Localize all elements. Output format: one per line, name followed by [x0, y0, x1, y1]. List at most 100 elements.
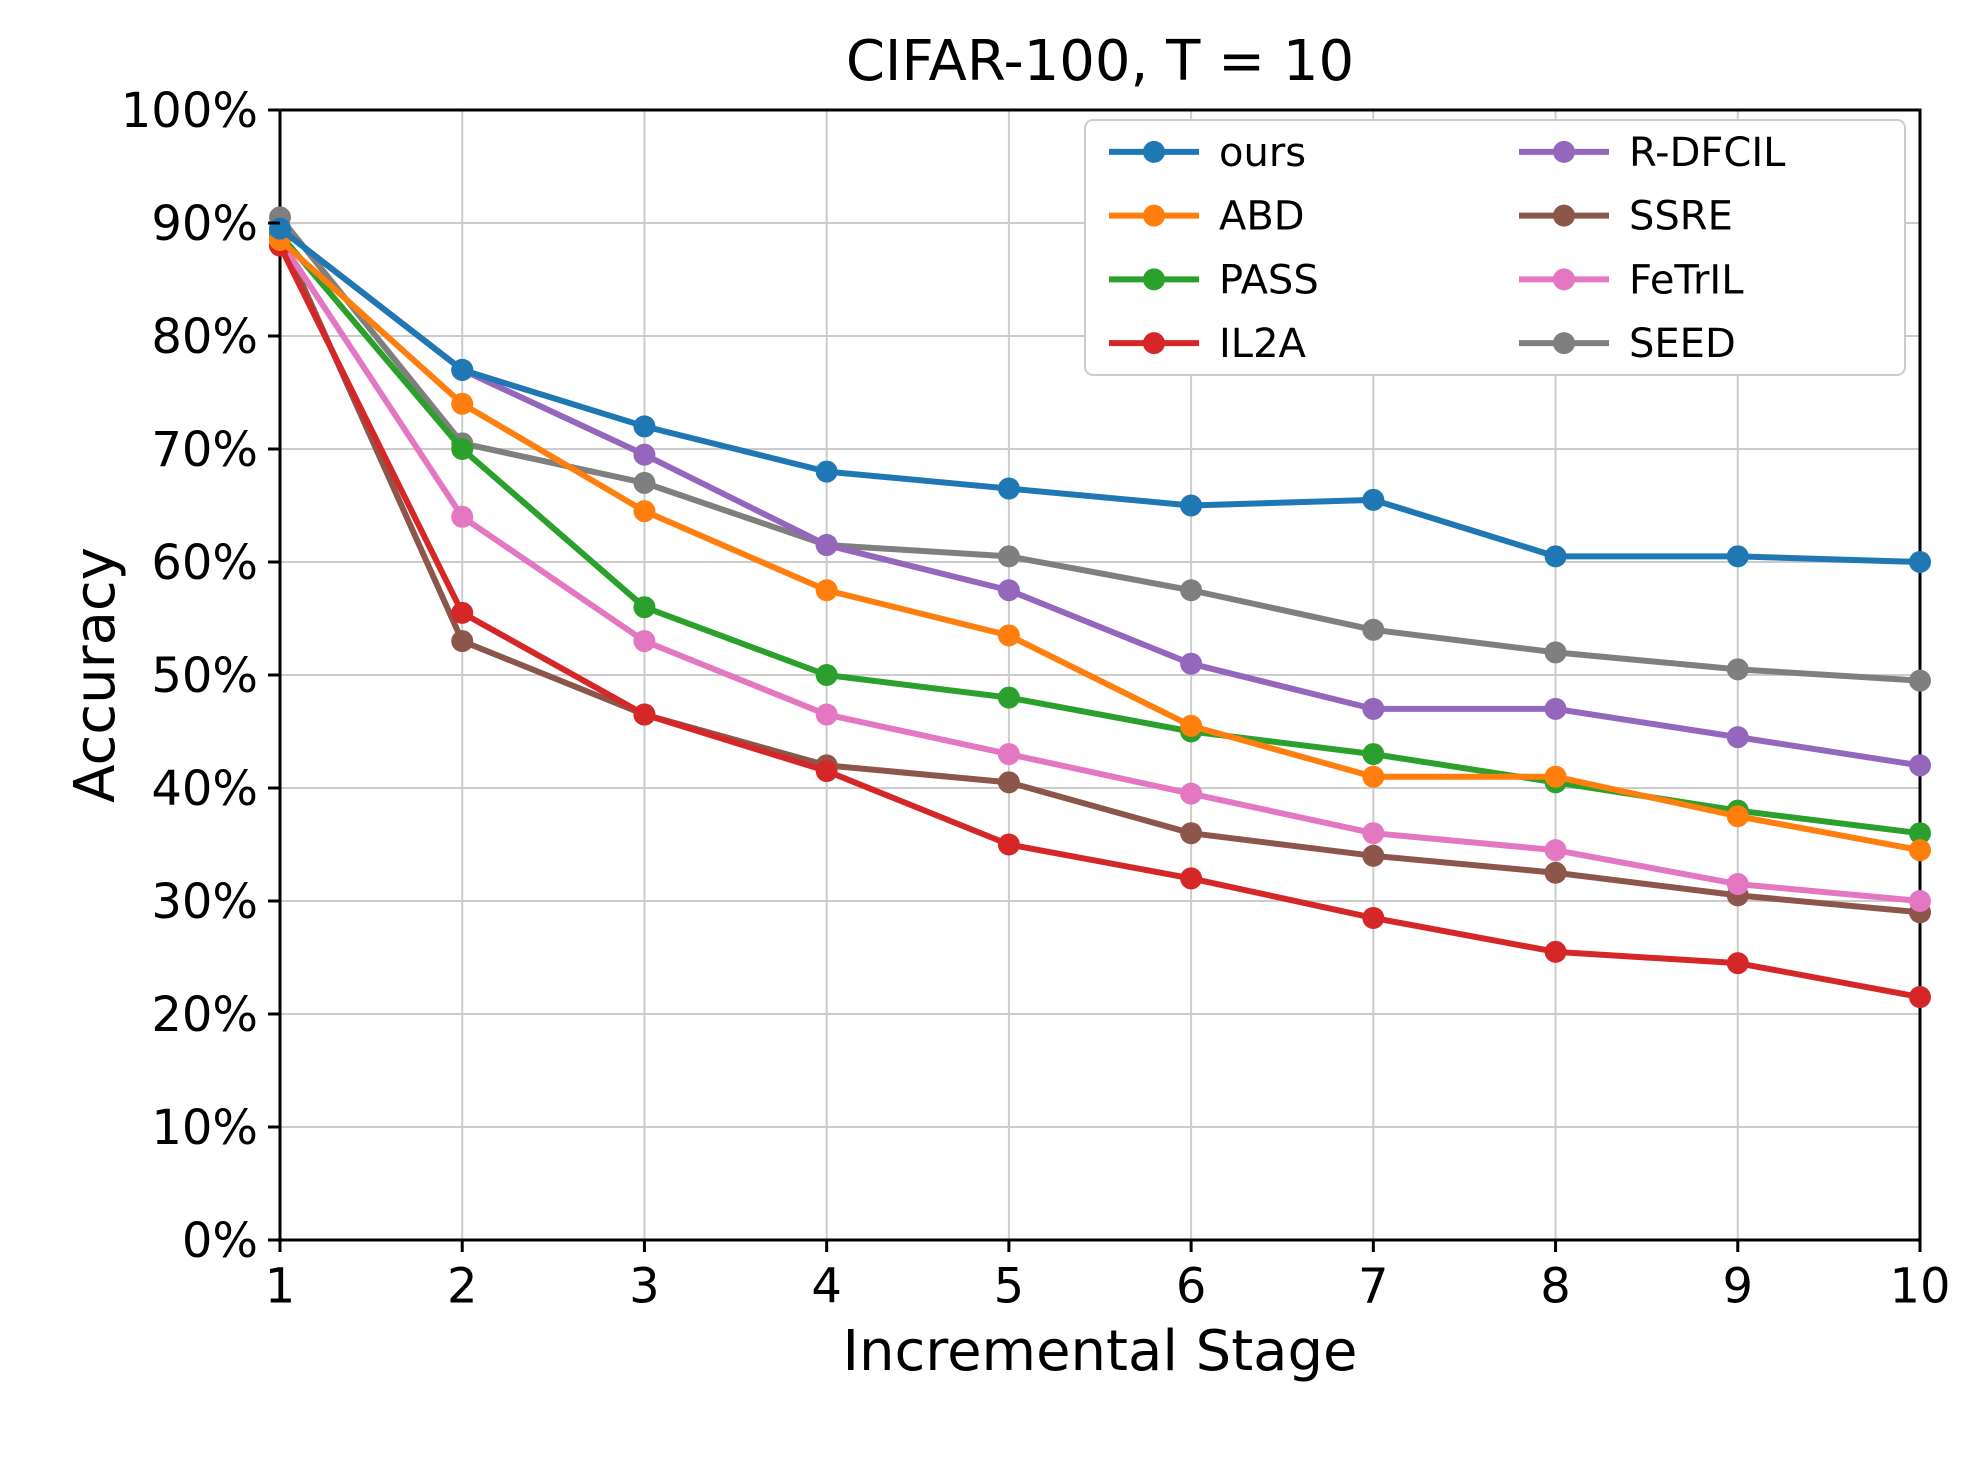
series-marker-FeTrIL — [816, 704, 838, 726]
series-marker-SEED — [1180, 579, 1202, 601]
xtick-label: 5 — [994, 1258, 1025, 1314]
series-marker-IL2A — [1545, 941, 1567, 963]
xtick-label: 8 — [1540, 1258, 1571, 1314]
series-marker-IL2A — [998, 834, 1020, 856]
legend-label: IL2A — [1219, 321, 1307, 367]
series-marker-FeTrIL — [1909, 890, 1931, 912]
series-marker-FeTrIL — [1545, 839, 1567, 861]
series-marker-SSRE — [998, 771, 1020, 793]
ytick-label: 40% — [151, 761, 258, 817]
legend-label: ABD — [1219, 194, 1305, 240]
ytick-label: 30% — [151, 874, 258, 930]
ytick-label: 90% — [151, 196, 258, 252]
series-marker-IL2A — [816, 760, 838, 782]
legend-swatch-marker — [1143, 332, 1165, 354]
ytick-label: 80% — [151, 309, 258, 365]
series-marker-ours — [1180, 495, 1202, 517]
series-marker-ours — [1362, 489, 1384, 511]
xtick-label: 9 — [1723, 1258, 1754, 1314]
series-marker-FeTrIL — [633, 630, 655, 652]
series-marker-ours — [816, 461, 838, 483]
series-marker-IL2A — [1909, 986, 1931, 1008]
legend-swatch-marker — [1143, 268, 1165, 290]
series-marker-R-DFCIL — [1909, 754, 1931, 776]
legend-label: PASS — [1219, 257, 1319, 303]
legend-label: FeTrIL — [1629, 257, 1744, 303]
ytick-label: 70% — [151, 422, 258, 478]
legend-label: SSRE — [1629, 194, 1733, 240]
ytick-label: 50% — [151, 648, 258, 704]
ytick-label: 60% — [151, 535, 258, 591]
line-chart: 1 2 3 4 5 6 7 8 9 10 0% 10% 20% 30% 40% 50% 60% 70% 80% 90%… — [0, 0, 1985, 1476]
chart-container: 1 2 3 4 5 6 7 8 9 10 0% 10% 20% 30% 40% 50% 60% 70% 80% 90%… — [0, 0, 1985, 1476]
series-marker-PASS — [1362, 743, 1384, 765]
xtick-label: 6 — [1176, 1258, 1207, 1314]
xtick-label: 2 — [447, 1258, 478, 1314]
series-marker-ours — [1727, 545, 1749, 567]
series-marker-SEED — [998, 545, 1020, 567]
series-marker-SEED — [1545, 641, 1567, 663]
series-marker-SEED — [1727, 658, 1749, 680]
legend-swatch-marker — [1143, 205, 1165, 227]
series-marker-ABD — [1727, 805, 1749, 827]
series-marker-PASS — [633, 596, 655, 618]
series-marker-ours — [269, 218, 291, 240]
xtick-label: 10 — [1889, 1258, 1950, 1314]
series-marker-FeTrIL — [998, 743, 1020, 765]
series-marker-IL2A — [1727, 952, 1749, 974]
series-marker-SSRE — [1545, 862, 1567, 884]
legend-swatch-marker — [1553, 141, 1575, 163]
series-marker-ours — [633, 415, 655, 437]
series-marker-ABD — [1545, 766, 1567, 788]
series-marker-SEED — [1909, 670, 1931, 692]
series-marker-ours — [451, 359, 473, 381]
series-marker-ABD — [1362, 766, 1384, 788]
series-marker-IL2A — [451, 602, 473, 624]
series-marker-R-DFCIL — [633, 444, 655, 466]
legend-swatch-marker — [1143, 141, 1165, 163]
series-marker-PASS — [998, 687, 1020, 709]
series-marker-R-DFCIL — [1362, 698, 1384, 720]
series-marker-ABD — [998, 624, 1020, 646]
series-marker-IL2A — [1362, 907, 1384, 929]
series-marker-SSRE — [1180, 822, 1202, 844]
x-axis-label: Incremental Stage — [843, 1319, 1358, 1384]
series-marker-R-DFCIL — [1545, 698, 1567, 720]
series-marker-ABD — [816, 579, 838, 601]
series-marker-SSRE — [1362, 845, 1384, 867]
ytick-label: 10% — [151, 1100, 258, 1156]
series-marker-ours — [1909, 551, 1931, 573]
series-marker-PASS — [816, 664, 838, 686]
series-marker-FeTrIL — [1362, 822, 1384, 844]
legend-swatch-marker — [1553, 205, 1575, 227]
legend-label: R-DFCIL — [1629, 130, 1786, 176]
series-marker-FeTrIL — [1727, 873, 1749, 895]
chart-title: CIFAR-100, T = 10 — [846, 29, 1354, 94]
series-marker-FeTrIL — [451, 506, 473, 528]
series-marker-IL2A — [1180, 867, 1202, 889]
series-marker-PASS — [451, 438, 473, 460]
xtick-label: 7 — [1358, 1258, 1389, 1314]
series-marker-SSRE — [451, 630, 473, 652]
xtick-label: 4 — [811, 1258, 842, 1314]
series-marker-ABD — [1180, 715, 1202, 737]
series-marker-R-DFCIL — [816, 534, 838, 556]
series-marker-ABD — [633, 500, 655, 522]
legend-swatch-marker — [1553, 268, 1575, 290]
ytick-label: 20% — [151, 987, 258, 1043]
y-axis-label: Accuracy — [63, 547, 128, 803]
xtick-label: 1 — [265, 1258, 296, 1314]
legend: ours ABD PASS IL2A R-DFCIL SSRE FeTrIL SEED — [1085, 120, 1905, 375]
series-marker-FeTrIL — [1180, 783, 1202, 805]
series-marker-ABD — [451, 393, 473, 415]
legend-label: SEED — [1629, 321, 1736, 367]
series-marker-ABD — [1909, 839, 1931, 861]
series-marker-SEED — [633, 472, 655, 494]
ytick-label: 0% — [182, 1213, 258, 1269]
series-marker-SEED — [1362, 619, 1384, 641]
series-marker-ours — [1545, 545, 1567, 567]
legend-swatch-marker — [1553, 332, 1575, 354]
legend-label: ours — [1219, 130, 1306, 176]
xtick-label: 3 — [629, 1258, 660, 1314]
series-marker-ours — [998, 478, 1020, 500]
